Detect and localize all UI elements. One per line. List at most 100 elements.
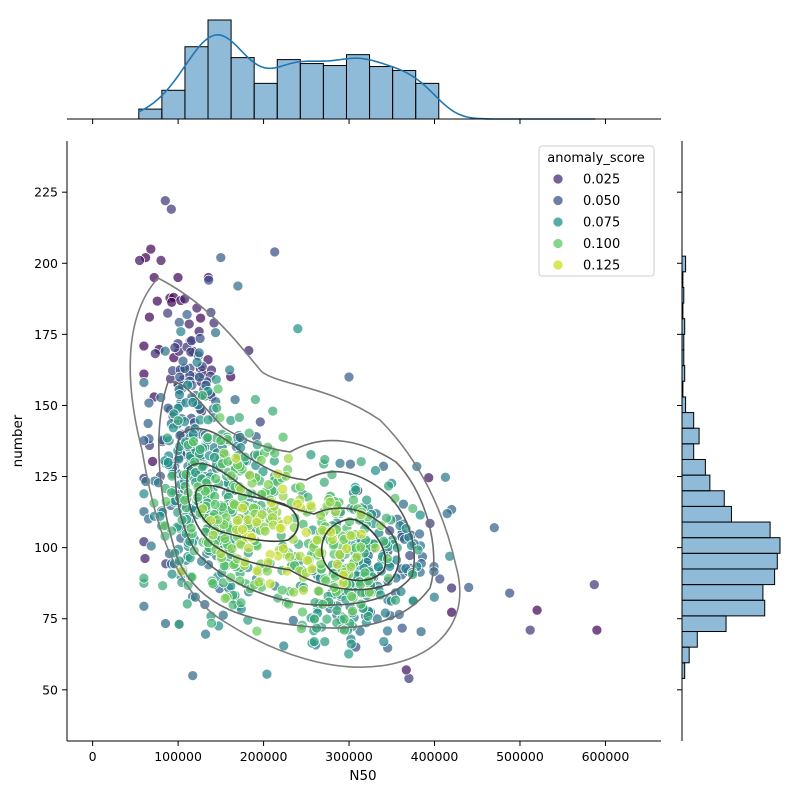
kde-contour-5 [321, 518, 387, 582]
right-histogram-bar [681, 552, 778, 570]
scatter-point [243, 542, 254, 554]
right-histogram-bar [681, 646, 690, 664]
right-histogram-bar [681, 396, 687, 414]
scatter-point [381, 512, 392, 524]
right-histogram-bar [681, 427, 700, 445]
scatter-point [277, 431, 289, 443]
scatter-point [147, 456, 158, 467]
scatter-point [348, 494, 359, 506]
kde-contour-6 [195, 484, 299, 543]
scatter-point [177, 355, 189, 367]
scatter-point [187, 670, 199, 681]
scatter-point [232, 515, 243, 526]
scatter-point [345, 561, 357, 573]
top-histogram-bar [253, 82, 278, 120]
kde-contour-outer [129, 277, 461, 668]
scatter-point [144, 311, 155, 323]
y-tick-label: 225 [34, 185, 58, 200]
y-tick-label: 200 [34, 256, 58, 271]
scatter-point [324, 496, 336, 508]
scatter-point [151, 295, 163, 307]
scatter-point [254, 416, 266, 428]
scatter-point [269, 246, 281, 258]
y-tick-label: 150 [34, 398, 58, 413]
scatter-point [276, 584, 288, 596]
top-histogram-bar [230, 57, 255, 120]
right-histogram-bar [681, 490, 725, 507]
scatter-point [278, 640, 290, 652]
scatter-point [345, 530, 357, 542]
scatter-point [207, 529, 219, 541]
y-tick-label: 125 [34, 469, 58, 484]
right-histogram-bar [681, 521, 771, 539]
scatter-point [345, 458, 356, 470]
scatter-point [235, 597, 247, 609]
scatter-point [134, 255, 145, 266]
scatter-point [412, 544, 424, 556]
scatter-point [210, 374, 222, 385]
scatter-point [355, 456, 367, 467]
scatter-point [334, 457, 346, 469]
scatter-point [157, 580, 169, 592]
right-histogram-bar [681, 505, 732, 523]
scatter-point [172, 415, 184, 426]
scatter-point [351, 551, 363, 563]
kde-contour-3 [174, 427, 416, 606]
scatter-point [463, 582, 475, 593]
scatter-point [188, 436, 199, 448]
kde-contour-4 [186, 462, 400, 591]
scatter-point [179, 293, 191, 305]
scatter-point [166, 296, 178, 308]
scatter-point [230, 452, 242, 464]
scatter-point [444, 550, 456, 562]
scatter-point [192, 481, 204, 493]
scatter-point [378, 636, 390, 647]
scatter-point [294, 481, 306, 493]
right-histogram-bar [681, 474, 711, 492]
scatter-point [370, 465, 381, 476]
scatter-point [145, 540, 157, 552]
scatter-point [210, 327, 221, 338]
scatter-point [331, 605, 343, 616]
scatter-point [343, 648, 355, 660]
right-histogram-bar [681, 458, 706, 476]
legend-label: 0.050 [583, 194, 620, 209]
scatter-point [591, 624, 603, 636]
scatter-point [288, 586, 300, 598]
scatter-point [237, 524, 248, 535]
scatter-point [414, 528, 425, 540]
scatter-point [345, 638, 357, 650]
scatter-point [262, 479, 274, 490]
scatter-point [373, 561, 384, 573]
main-scatter-plot: 0 100000 200000 300000 400000 500000 600000 50… [10, 141, 661, 784]
scatter-point [194, 444, 206, 455]
scatter-point [250, 394, 261, 405]
top-histogram-bar [369, 66, 394, 120]
scatter-point [173, 618, 185, 630]
top-histogram-bar [345, 54, 371, 120]
scatter-point [292, 323, 304, 335]
scatter-point [338, 613, 350, 625]
scatter-point [180, 469, 192, 480]
scatter-point [138, 572, 150, 584]
right-histogram-bar [681, 568, 776, 586]
right-histogram-bar [681, 537, 781, 554]
scatter-point [383, 480, 394, 492]
scatter-point [165, 203, 177, 215]
scatter-point [162, 307, 174, 319]
scatter-point [169, 342, 181, 353]
scatter-point [181, 309, 193, 320]
scatter-point [174, 371, 186, 383]
scatter-point [139, 553, 151, 564]
scatter-point [414, 509, 426, 521]
scatter-point [166, 487, 177, 499]
scatter-point [194, 371, 205, 383]
top-histogram-bar [392, 69, 417, 120]
scatter-point [202, 354, 214, 366]
scatter-point [267, 405, 279, 417]
legend-label: 0.075 [583, 216, 620, 231]
scatter-point [202, 537, 214, 549]
scatter-point [355, 598, 367, 610]
right-histogram-bar [681, 631, 698, 648]
scatter-point [182, 379, 194, 391]
